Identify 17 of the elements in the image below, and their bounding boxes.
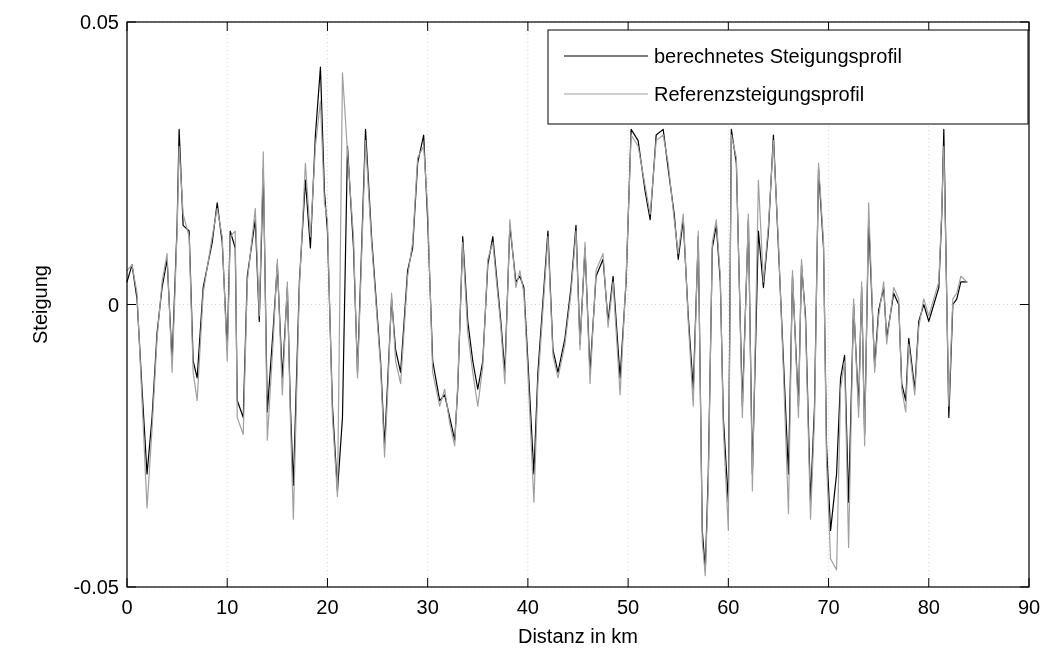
- x-tick-label: 50: [616, 596, 640, 618]
- x-tick-label: 90: [1017, 596, 1041, 618]
- x-tick-label: 70: [817, 596, 840, 618]
- y-axis-title: Steigung: [29, 265, 51, 344]
- y-tick-label: -0.05: [73, 576, 119, 598]
- y-tick-label: 0: [107, 293, 119, 316]
- x-tick-label: 0: [121, 596, 133, 618]
- x-tick-label: 80: [917, 596, 940, 618]
- x-axis-title: Distanz in km: [517, 625, 639, 647]
- x-tick-label: 60: [717, 596, 740, 618]
- x-tick-label: 20: [316, 596, 339, 618]
- x-tick-label: 40: [516, 596, 540, 618]
- legend-label: berechnetes Steigungsprofil: [654, 45, 902, 67]
- y-tick-label: 0.05: [80, 11, 119, 33]
- legend-label: Referenzsteigungsprofil: [654, 83, 865, 105]
- x-tick-label: 30: [416, 596, 439, 618]
- x-tick-label: 10: [216, 596, 239, 618]
